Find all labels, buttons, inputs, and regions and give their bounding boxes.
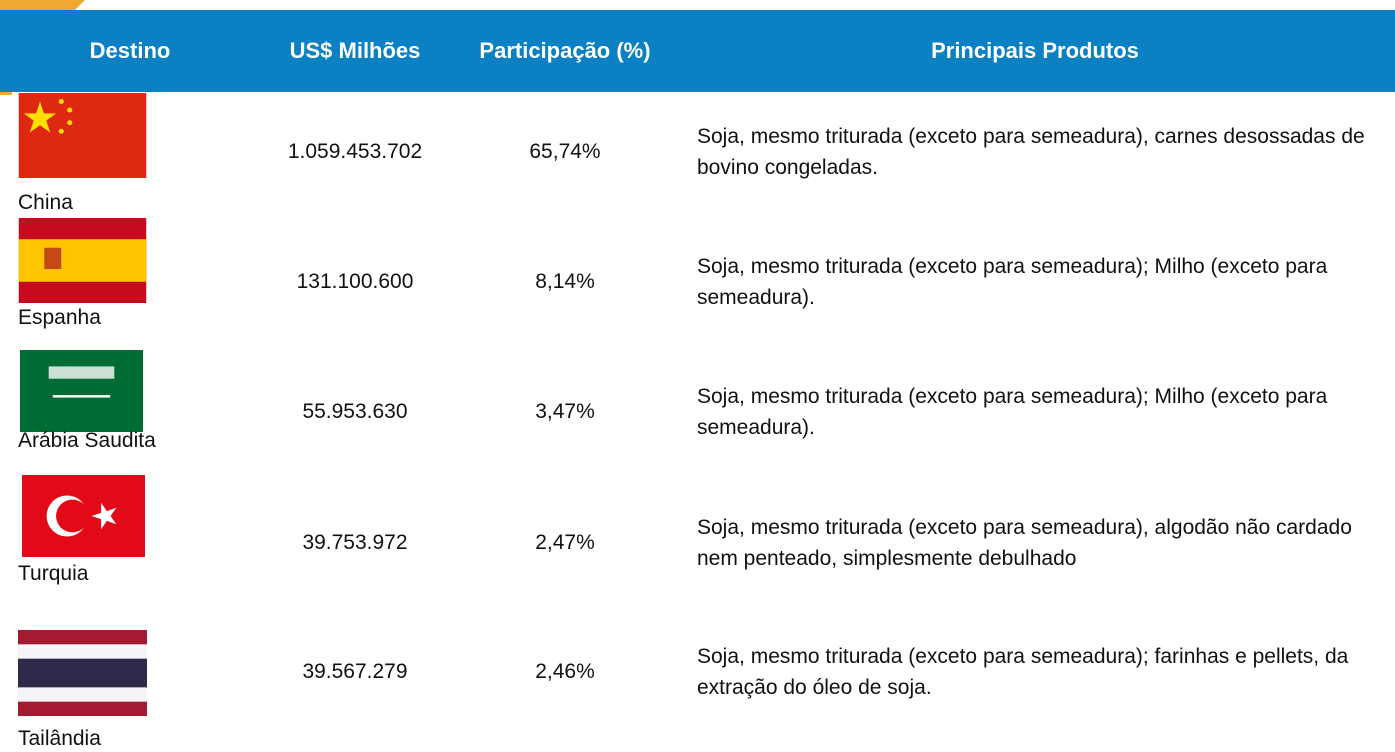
value-usd: 1.059.453.702 [287, 140, 423, 163]
country-name: Tailândia [18, 727, 101, 750]
header-bar [0, 10, 1395, 92]
header-cell: Principais Produtos [931, 38, 1139, 63]
main-products: Soja, mesmo triturada (exceto para semea… [697, 255, 1328, 309]
header-cell: Destino [89, 38, 171, 63]
value-usd: 131.100.600 [296, 270, 414, 293]
flag-china [18, 93, 147, 178]
flag-thailand [18, 630, 147, 716]
country-name: Turquia [18, 562, 89, 585]
flag-spain [18, 218, 147, 303]
flag-turkey [22, 475, 145, 557]
country-name: Arábia Saudita [18, 429, 156, 452]
share-percent: 2,47% [535, 531, 595, 554]
main-products: Soja, mesmo triturada (exceto para semea… [697, 125, 1365, 179]
main-products: Soja, mesmo triturada (exceto para semea… [697, 516, 1352, 570]
main-products: Soja, mesmo triturada (exceto para semea… [697, 645, 1349, 699]
value-usd: 39.567.279 [302, 660, 408, 683]
country-name: China [18, 191, 73, 214]
country-name: Espanha [18, 306, 101, 329]
flag-saudi-arabia [20, 350, 143, 432]
header-cell: Participação (%) [479, 38, 651, 63]
share-percent: 65,74% [529, 140, 601, 163]
main-products: Soja, mesmo triturada (exceto para semea… [697, 385, 1328, 439]
share-percent: 3,47% [535, 400, 595, 423]
share-percent: 2,46% [535, 660, 595, 683]
value-usd: 55.953.630 [302, 400, 408, 423]
header-cell: US$ Milhões [289, 38, 421, 63]
value-usd: 39.753.972 [302, 531, 408, 554]
share-percent: 8,14% [535, 270, 595, 293]
